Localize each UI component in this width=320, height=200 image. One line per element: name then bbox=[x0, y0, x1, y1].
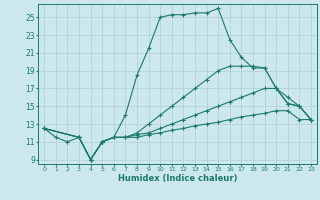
X-axis label: Humidex (Indice chaleur): Humidex (Indice chaleur) bbox=[118, 174, 237, 183]
